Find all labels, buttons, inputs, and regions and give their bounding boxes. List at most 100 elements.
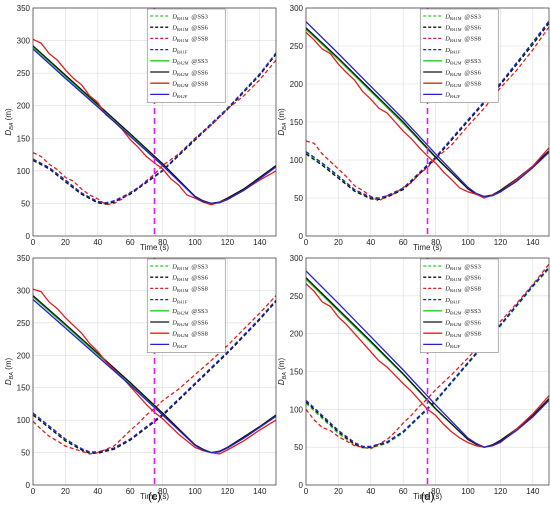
series-line-7 — [33, 288, 276, 455]
legend-entry-sub: BA1M — [450, 38, 462, 43]
legend-entry: DBA2M @SS8 — [171, 81, 208, 89]
legend-entry-main: D — [171, 13, 177, 20]
y-axis-label: DBA (m) — [4, 108, 15, 136]
x-tick-label: 120 — [494, 238, 508, 247]
legend-entry-main: D — [444, 47, 450, 54]
legend-entry-main: D — [171, 81, 177, 88]
legend-entry-tag: @SS6 — [191, 25, 208, 32]
x-tick-label: 140 — [253, 238, 267, 247]
series-line-3 — [33, 295, 276, 455]
legend-entry: DBA1M @SS8 — [171, 286, 208, 294]
legend-entry: DBA1M @SS6 — [171, 275, 208, 283]
x-axis-label: Time (s) — [413, 492, 442, 501]
y-axis-label-unit: (m) — [277, 357, 286, 372]
legend-entry-main: D — [444, 275, 450, 282]
x-tick-label: 0 — [304, 487, 309, 496]
legend-entry: DBA2M @SS3 — [171, 308, 208, 316]
legend-entry: DBA1F — [444, 47, 460, 55]
y-tick-label: 150 — [290, 368, 304, 377]
legend-entry-sub: BA1M — [177, 27, 189, 32]
y-axis-label: DBA (m) — [277, 108, 288, 136]
y-tick-label: 200 — [290, 80, 304, 89]
x-tick-label: 40 — [93, 487, 102, 496]
legend-entry-sub: BA1F — [177, 299, 188, 304]
legend-entry-sub: BA1M — [450, 27, 462, 32]
legend-entry-sub: BA1M — [450, 288, 462, 293]
legend-entry: DBA1F — [171, 47, 187, 55]
legend-entry-main: D — [171, 275, 177, 282]
legend-entry-main: D — [444, 308, 450, 315]
legend-entry-tag: @SS3 — [191, 58, 207, 65]
y-axis-label-sub: BA — [9, 372, 15, 380]
legend-entry-tag: @SS3 — [464, 13, 480, 20]
panel-label: (d) — [421, 491, 434, 503]
legend-entry-tag: @SS3 — [191, 308, 207, 315]
legend-entry-sub: BA2F — [177, 94, 188, 99]
y-axis-label-unit: (m) — [4, 108, 13, 123]
legend-entry: DBA1M @SS3 — [444, 263, 481, 271]
y-axis-label-main: D — [277, 130, 286, 136]
legend-entry-tag: @SS6 — [464, 319, 481, 326]
legend-entry: DBA1M @SS3 — [171, 13, 208, 21]
x-tick-label: 140 — [526, 487, 540, 496]
y-axis-label: DBA (m) — [277, 357, 288, 385]
y-tick-label: 150 — [290, 118, 304, 127]
legend-entry-main: D — [171, 92, 177, 99]
y-tick-label: 300 — [290, 4, 304, 13]
x-tick-label: 0 — [304, 238, 309, 247]
x-tick-label: 20 — [334, 487, 343, 496]
legend-entry-main: D — [444, 319, 450, 326]
legend-entry-tag: @SS8 — [464, 331, 480, 338]
x-tick-label: 60 — [126, 487, 135, 496]
legend-entry: DBA2M @SS8 — [444, 331, 481, 339]
y-axis-label-sub: BA — [282, 372, 288, 380]
legend-box — [146, 258, 226, 353]
legend-entry-sub: BA1M — [450, 277, 462, 282]
legend-entry-tag: @SS8 — [191, 81, 207, 88]
legend-entry-sub: BA2M — [450, 61, 462, 66]
legend-entry: DBA2M @SS8 — [444, 81, 481, 89]
legend-entry-tag: @SS3 — [191, 13, 207, 20]
series-line-2 — [33, 301, 276, 454]
y-tick-label: 50 — [294, 443, 303, 452]
legend-entry-sub: BA1F — [177, 49, 188, 54]
legend-entry-main: D — [444, 297, 450, 304]
legend-entry-tag: @SS8 — [191, 331, 207, 338]
legend-entry: DBA2M @SS6 — [171, 319, 208, 327]
y-tick-label: 100 — [17, 416, 31, 425]
legend-entry-sub: BA2M — [177, 333, 189, 338]
legend-entry-main: D — [171, 331, 177, 338]
x-tick-label: 60 — [399, 238, 408, 247]
x-tick-label: 100 — [461, 238, 475, 247]
y-tick-label: 250 — [17, 69, 31, 78]
legend-entry-main: D — [444, 58, 450, 65]
y-tick-label: 200 — [290, 330, 304, 339]
series-line-3 — [306, 26, 549, 202]
y-tick-label: 350 — [17, 4, 31, 13]
series-lines — [33, 288, 276, 455]
series-line-4 — [33, 52, 276, 204]
legend-entry-tag: @SS6 — [464, 25, 481, 32]
y-tick-label: 50 — [21, 199, 30, 208]
legend-entry: DBA1M @SS3 — [444, 13, 481, 21]
x-tick-label: 140 — [526, 238, 540, 247]
legend-entry-sub: BA2F — [450, 344, 461, 349]
legend-entry-main: D — [171, 36, 177, 43]
legend-entry-sub: BA2M — [177, 83, 189, 88]
y-tick-label: 0 — [299, 481, 304, 490]
axes-frame — [305, 257, 550, 486]
x-tick-label: 20 — [61, 238, 70, 247]
legend-entry-main: D — [171, 69, 177, 76]
x-tick-label: 40 — [366, 238, 375, 247]
legend-entry-sub: BA1M — [177, 277, 189, 282]
legend-entry-sub: BA2M — [450, 311, 462, 316]
legend-entry-main: D — [444, 331, 450, 338]
y-tick-label: 0 — [26, 232, 31, 241]
y-axis-label-main: D — [4, 379, 13, 385]
y-tick-label: 250 — [290, 42, 304, 51]
legend-entry-main: D — [171, 308, 177, 315]
y-axis-label: DBA (m) — [4, 357, 15, 385]
chart-panel-c: 0 20 40 60 80 100 120 140 0 50 100 150 200 250 300 350 T… — [4, 254, 277, 503]
legend-box — [146, 8, 226, 103]
